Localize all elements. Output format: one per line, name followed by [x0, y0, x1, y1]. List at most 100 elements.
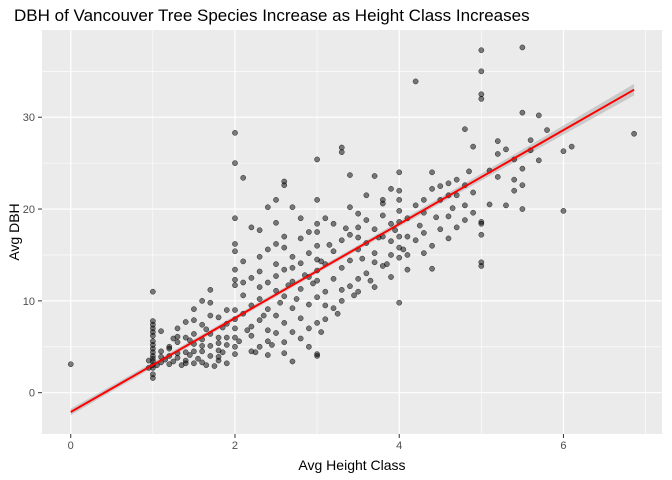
data-point — [306, 229, 312, 235]
data-point — [215, 340, 222, 346]
data-point — [203, 326, 210, 333]
data-point — [478, 231, 485, 238]
data-point — [363, 217, 370, 223]
data-point — [166, 361, 173, 368]
data-point — [421, 230, 427, 236]
data-point — [560, 148, 567, 155]
x-tick-label: 4 — [396, 440, 402, 452]
data-point — [470, 209, 476, 216]
data-point — [478, 96, 485, 102]
data-point — [191, 348, 197, 355]
data-point — [248, 224, 255, 231]
data-point — [252, 349, 259, 356]
data-point — [388, 274, 394, 280]
data-point — [330, 220, 337, 227]
data-point — [195, 355, 201, 362]
data-point — [297, 315, 304, 322]
data-point — [207, 343, 214, 349]
y-tick-label: 20 — [23, 204, 35, 216]
data-point — [248, 323, 255, 330]
data-point — [199, 343, 205, 349]
data-point — [478, 68, 485, 75]
data-point — [519, 44, 526, 51]
data-point — [363, 192, 370, 199]
data-point — [256, 317, 263, 323]
data-point — [223, 307, 230, 313]
data-point — [281, 350, 288, 357]
data-point — [314, 320, 320, 326]
data-point — [240, 279, 247, 286]
data-point — [437, 183, 444, 189]
data-point — [232, 241, 238, 247]
data-point — [244, 327, 251, 334]
data-point — [535, 112, 542, 119]
data-point — [182, 360, 189, 367]
data-point — [191, 360, 197, 367]
data-point — [322, 288, 329, 295]
data-point — [289, 253, 296, 260]
data-point — [306, 250, 312, 256]
data-point — [248, 332, 255, 339]
data-point — [445, 235, 452, 242]
data-point — [199, 321, 205, 328]
data-point — [232, 160, 238, 166]
data-point — [182, 349, 189, 356]
data-point — [232, 351, 238, 357]
data-point — [166, 345, 173, 352]
data-point — [437, 226, 444, 233]
data-point — [433, 214, 440, 221]
data-point — [145, 357, 152, 364]
data-point — [297, 335, 304, 342]
data-point — [289, 358, 296, 365]
data-point — [174, 325, 181, 332]
data-point — [232, 343, 238, 350]
data-point — [355, 275, 362, 282]
data-point — [207, 353, 214, 359]
data-point — [396, 299, 403, 306]
data-point — [478, 263, 485, 269]
data-point — [306, 301, 312, 308]
data-point — [388, 238, 394, 245]
data-point — [207, 286, 214, 293]
data-point — [355, 224, 362, 231]
data-point — [355, 210, 362, 217]
data-point — [421, 250, 427, 256]
data-point — [232, 307, 238, 313]
data-point — [297, 286, 304, 292]
data-point — [207, 299, 214, 306]
data-point — [256, 227, 263, 234]
y-axis-title: Avg DBH — [6, 203, 22, 260]
data-point — [281, 182, 288, 189]
data-point — [355, 234, 362, 241]
data-point — [318, 329, 325, 335]
data-point — [248, 275, 255, 281]
data-point — [453, 224, 460, 231]
data-point — [150, 375, 156, 381]
data-point — [462, 126, 468, 133]
data-point — [322, 316, 329, 323]
data-point — [404, 266, 411, 273]
data-point — [462, 217, 468, 223]
data-point — [429, 169, 435, 176]
data-point — [429, 265, 435, 272]
data-point — [322, 302, 329, 309]
data-point — [232, 248, 238, 255]
data-point — [199, 298, 205, 304]
data-point — [314, 277, 320, 284]
data-point — [289, 264, 296, 271]
data-point — [264, 352, 271, 358]
data-point — [453, 192, 460, 199]
data-point — [404, 233, 411, 240]
data-point — [371, 173, 378, 179]
data-point — [494, 151, 501, 157]
data-point — [314, 220, 320, 227]
y-axis-ticks: 0 10 20 30 — [23, 112, 42, 400]
data-point — [384, 261, 390, 267]
data-point — [269, 342, 275, 348]
x-tick-label: 6 — [560, 440, 566, 452]
data-point — [388, 185, 394, 192]
data-point — [535, 157, 542, 164]
data-point — [232, 129, 238, 136]
data-point — [494, 174, 501, 180]
